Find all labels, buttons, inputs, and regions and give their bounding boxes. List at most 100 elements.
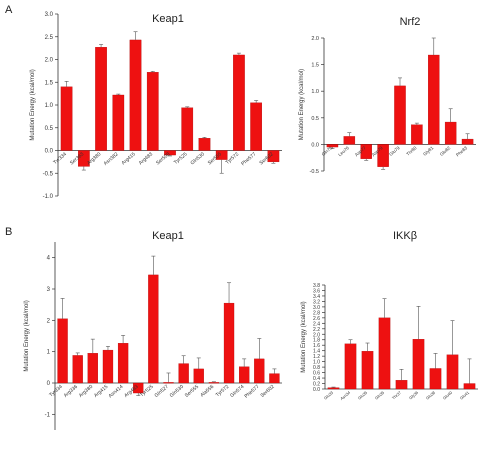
chart3-bar [239,366,250,384]
chart1-bar [198,138,211,151]
chart2-y-tick-label: 1.0 [311,89,319,95]
chart3-bar [72,355,83,384]
chart1-category-label: Ser508 [155,151,171,166]
chart1-bar [250,102,262,151]
chart4-y-tick-label: 1.0 [313,360,320,366]
chart4-bar [361,351,374,390]
chart3-bar [163,382,174,384]
chart1-y-tick-label: 0.0 [45,149,54,155]
chart2-bar [394,85,406,145]
chart1-y-tick-label: 2.0 [45,58,54,64]
chart2-y-tick-label: 2.0 [311,36,319,42]
chart2-category-label: Glu79 [388,145,401,157]
chart2-bar [411,124,423,145]
chart2-bar [360,144,372,159]
chart1-y-tick-label: 3.0 [45,12,54,18]
chart2-y-tick-label: 0.5 [311,116,319,122]
chart3-category-label: Gln574 [229,384,245,399]
chart3-bar [102,349,114,384]
chart1-bar [95,47,107,151]
chart3-category-label: Gln527 [154,384,170,399]
chart3-title: Keap1 [152,230,184,242]
chart4-y-tick-label: 0.0 [313,387,320,393]
chart4-y-tick-label: 0.4 [313,376,320,382]
chart3-category-label: Tyr334 [48,384,64,399]
panel-letter-b: B [5,226,13,238]
chart1-y-tick-label: 2.5 [45,35,54,41]
chart4-bar [395,380,408,390]
chart4-y-tick-label: 0.6 [313,371,320,377]
chart2-category-label: Phe83 [455,145,469,158]
chart4-y-tick-label: 3.4 [313,294,320,300]
chart4-category-label: Glu33 [323,389,335,400]
chart4-y-tick-label: 3.2 [313,299,320,305]
chart2-bar [343,136,356,145]
chart4-category-label: Glu40 [442,389,454,400]
panel-letter-a: A [5,4,13,16]
chart4-y-tick-label: 3.0 [313,305,320,311]
chart4-bar [463,383,476,390]
chart4-y-tick-label: 2.6 [313,316,320,322]
chart3-category-label: Arg415 [93,384,109,399]
chart2-category-label: Gln75 [321,145,334,157]
chart4-category-label: Glu35 [357,389,369,400]
chart1-bar [129,39,142,151]
chart4-y-tick-label: 0.2 [313,382,320,388]
chart4-category-label: Thr37 [391,389,403,400]
chart4-title: IKKβ [393,230,417,242]
chart3-bar [117,343,129,384]
chart2-category-label: Glu82 [439,145,452,157]
chart4-category-label: Asn34 [339,389,351,401]
chart1-category-label: Tyr334 [52,151,68,166]
chart4-y-tick-label: 2.4 [313,321,320,327]
chart3-category-label: Tyr572 [215,384,231,399]
chart3-bar [269,373,280,384]
chart4-y-tick-label: 2.2 [313,327,320,333]
chart4-y-tick-label: 1.6 [313,343,320,349]
chart3-y-label: Mutation Energy (kcal/mol) [24,300,30,371]
chart4-y-tick-label: 1.8 [313,338,320,344]
chart1-y-tick-label: 1.0 [45,103,54,109]
chart4-y-label: Mutation Energy (kcal/mol) [301,301,307,372]
chart2-bar [428,54,440,145]
chart3-y-tick-label: 2 [47,318,51,324]
chart3-category-label: Ser555 [184,384,200,399]
chart2-category-label: Thr80 [405,145,418,157]
chart1-y-tick-label: -1.0 [43,194,54,200]
chart2-title: Nrf2 [400,16,421,28]
chart4-bar [446,354,459,390]
chart4-y-tick-label: 1.4 [313,349,320,355]
chart3-category-label: Ala556 [199,384,215,399]
chart1-bar [60,86,73,151]
chart3-y-tick-label: 1 [47,350,51,356]
chart1-category-label: Asn382 [103,151,120,167]
chart4-bar [327,387,340,390]
chart3-y-tick-label: 0 [47,381,51,387]
chart3-bar [57,318,68,384]
chart2-bar [377,144,389,167]
chart4-y-tick-label: 0.8 [313,365,320,371]
chart2-y-label: Mutation Energy (kcal/mol) [299,69,305,140]
chart1-y-label: Mutation Energy (kcal/mol) [30,69,36,140]
chart3-bar [223,302,235,384]
chart3-category-label: Ser602 [260,384,276,399]
chart1-bar [181,107,194,151]
chart4-bar [429,368,442,390]
chart1-y-tick-label: -0.5 [43,171,54,177]
chart4-bar [412,339,425,390]
chart3-category-label: Arg336 [63,384,79,399]
chart1-category-label: Gln530 [190,151,206,166]
chart1-y-tick-label: 1.5 [45,80,54,86]
chart2-y-tick-label: 1.5 [311,63,319,69]
chart2-y-tick-label: -0.5 [310,169,319,175]
chart4-y-tick-label: 3.6 [313,288,320,294]
chart4-bar [378,317,391,390]
chart3-category-label: Arg380 [78,384,94,399]
chart1-category-label: Phe577 [240,151,257,167]
chart2-bar [444,121,457,145]
chart4-category-label: Gln35 [374,389,386,400]
chart3-bar [148,274,159,384]
chart3-y-tick-label: -1 [45,412,51,418]
chart4-category-label: Gly36 [408,389,420,400]
